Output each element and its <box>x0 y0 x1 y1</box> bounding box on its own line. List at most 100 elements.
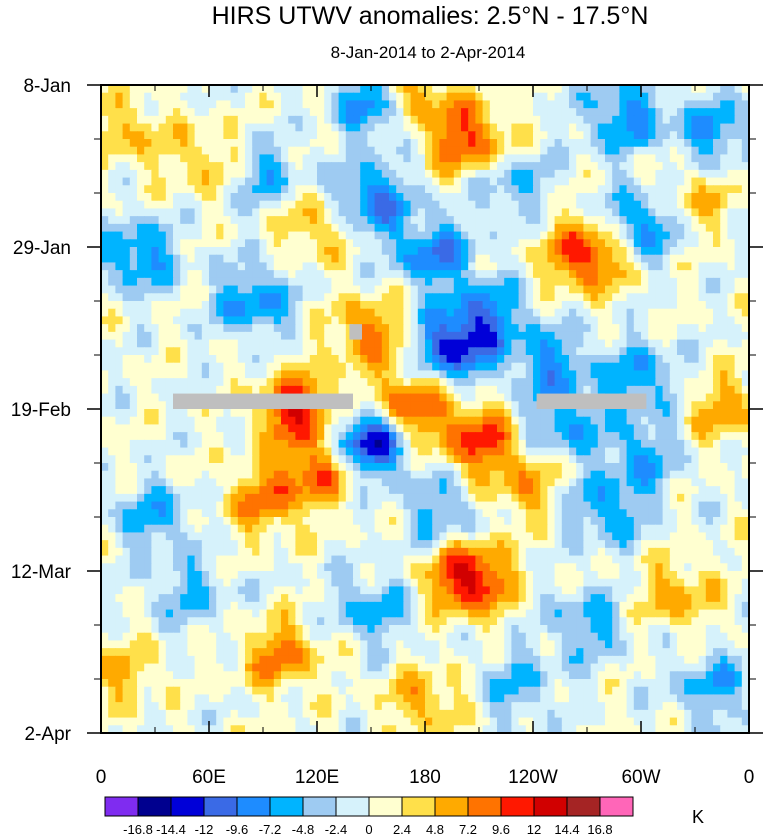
heatmap-cell <box>165 509 174 518</box>
heatmap-cell <box>302 301 311 310</box>
heatmap-cell <box>101 270 109 279</box>
heatmap-cell <box>237 208 246 217</box>
heatmap-cell <box>252 154 260 163</box>
heatmap-cell <box>446 301 455 310</box>
heatmap-cell <box>590 301 599 310</box>
heatmap-cell <box>288 131 296 140</box>
heatmap-cell <box>641 92 649 102</box>
heatmap-cell <box>237 409 246 418</box>
heatmap-cell <box>144 493 152 503</box>
heatmap-cell <box>360 115 368 125</box>
heatmap-cell <box>641 447 649 456</box>
heatmap-cell <box>439 378 448 387</box>
heatmap-cell <box>713 231 721 240</box>
heatmap-cell <box>302 100 311 109</box>
heatmap-cell <box>245 416 253 426</box>
heatmap-cell <box>165 100 174 109</box>
heatmap-cell <box>626 115 635 125</box>
heatmap-cell <box>108 470 116 480</box>
heatmap-cell <box>360 455 368 464</box>
heatmap-cell <box>504 262 512 271</box>
heatmap-cell <box>597 216 606 225</box>
heatmap-cell <box>381 324 390 333</box>
heatmap-cell <box>158 100 167 109</box>
heatmap-cell <box>461 324 469 333</box>
heatmap-cell <box>309 169 318 179</box>
heatmap-cell <box>482 447 491 456</box>
heatmap-cell <box>626 285 635 294</box>
heatmap-cell <box>619 416 628 426</box>
heatmap-cell <box>158 385 167 395</box>
heatmap-cell <box>597 301 606 310</box>
heatmap-cell <box>741 92 750 102</box>
heatmap-cell <box>655 216 664 225</box>
heatmap-cell <box>144 447 152 456</box>
heatmap-cell <box>129 262 138 271</box>
heatmap-cell <box>662 85 671 94</box>
heatmap-cell <box>331 177 340 186</box>
heatmap-cell <box>655 501 664 510</box>
heatmap-cell <box>266 409 275 418</box>
heatmap-cell <box>511 154 520 163</box>
heatmap-cell <box>259 193 268 202</box>
heatmap-cell <box>511 100 520 109</box>
heatmap-cell <box>259 385 268 395</box>
heatmap-cell <box>194 308 203 318</box>
heatmap-cell <box>482 416 491 426</box>
chart-title: HIRS UTWV anomalies: 2.5°N - 17.5°N <box>212 2 649 30</box>
heatmap-cell <box>583 146 592 156</box>
heatmap-cell <box>230 146 239 156</box>
heatmap-cell <box>583 385 592 395</box>
heatmap-cell <box>151 200 160 210</box>
heatmap-cell <box>655 270 664 279</box>
heatmap-cell <box>597 154 606 163</box>
heatmap-cell <box>461 85 469 94</box>
heatmap-cell <box>266 486 275 495</box>
heatmap-cell <box>201 247 210 256</box>
heatmap-cell <box>266 100 275 109</box>
heatmap-cell <box>151 169 160 179</box>
heatmap-cell <box>201 154 210 163</box>
heatmap-cell <box>137 339 145 348</box>
heatmap-cell <box>741 216 750 225</box>
heatmap-cell <box>309 239 318 248</box>
heatmap-cell <box>468 339 476 348</box>
heatmap-cell <box>669 385 678 395</box>
heatmap-cell <box>453 231 462 240</box>
heatmap-cell <box>648 92 656 102</box>
heatmap-cell <box>698 169 707 179</box>
heatmap-cell <box>324 478 332 487</box>
heatmap-cell <box>417 355 426 364</box>
heatmap-cell <box>425 177 433 186</box>
heatmap-cell <box>720 308 728 318</box>
heatmap-cell <box>129 370 138 379</box>
heatmap-cell <box>374 100 383 109</box>
heatmap-cell <box>266 177 275 186</box>
heatmap-cell <box>612 239 620 248</box>
heatmap-cell <box>302 277 311 287</box>
heatmap-cell <box>734 401 743 410</box>
heatmap-cell <box>345 493 354 503</box>
heatmap-cell <box>511 432 520 441</box>
heatmap-cell <box>590 85 599 94</box>
heatmap-cell <box>194 200 203 210</box>
heatmap-cell <box>612 463 620 472</box>
heatmap-cell <box>201 509 210 518</box>
heatmap-cell <box>115 254 124 264</box>
heatmap-cell <box>662 463 671 472</box>
heatmap-cell <box>511 493 520 503</box>
heatmap-cell <box>410 501 419 510</box>
heatmap-cell <box>396 139 404 148</box>
heatmap-cell <box>360 324 368 333</box>
heatmap-cell <box>533 185 541 194</box>
heatmap-cell <box>489 416 498 426</box>
heatmap-cell <box>309 108 318 117</box>
heatmap-cell <box>561 185 570 194</box>
heatmap-cell <box>425 293 433 302</box>
heatmap-cell <box>547 216 556 225</box>
heatmap-cell <box>662 100 671 109</box>
heatmap-cell <box>475 493 484 503</box>
heatmap-cell <box>173 493 181 503</box>
heatmap-cell <box>461 362 469 372</box>
heatmap-cell <box>677 108 685 117</box>
